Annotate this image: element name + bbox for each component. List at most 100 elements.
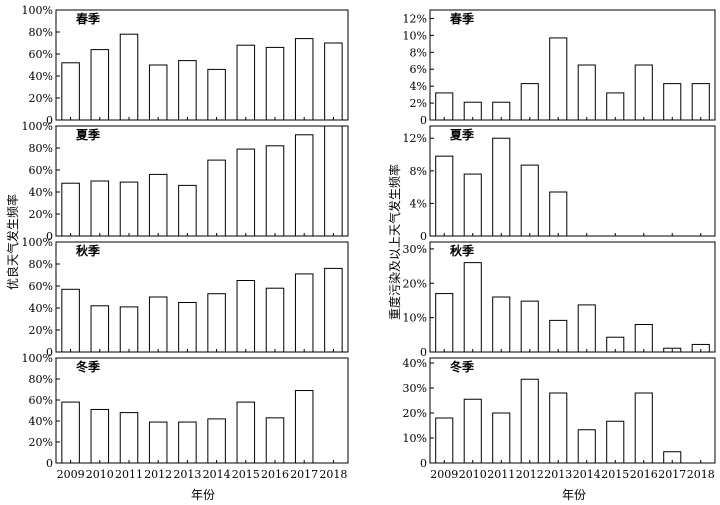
bar-2015 <box>236 401 256 464</box>
y-tick-label: 4% <box>410 80 427 93</box>
panel-right-2: 0 4% 8% 12% 夏季 <box>403 125 716 243</box>
bar-2013 <box>178 60 197 121</box>
y-tick-label: 10% <box>403 432 427 445</box>
y-tick-label: 80% <box>29 142 53 155</box>
bar-2010 <box>90 49 110 121</box>
x-tick-label-right: 2013 <box>544 468 572 481</box>
bar-2017 <box>294 38 314 121</box>
y-tick-label: 40% <box>29 415 53 428</box>
y-tick-label: 0 <box>46 114 53 127</box>
x-tick-label-right: 2009 <box>430 468 458 481</box>
y-tick-label: 8% <box>410 46 427 59</box>
panel-frame <box>429 9 716 121</box>
y-tick-label: 100% <box>22 352 53 365</box>
panel-right-4: 0 10% 20% 30% 40% 冬季 <box>403 357 716 470</box>
x-tick-label-right: 2012 <box>516 468 544 481</box>
x-tick-label-right: 2010 <box>459 468 487 481</box>
bar-2014 <box>577 304 596 353</box>
y-tick-label: 4% <box>410 197 427 210</box>
bar-2012 <box>148 64 168 121</box>
x-tick-label-right: 2018 <box>687 468 715 481</box>
bar-2017 <box>294 134 314 237</box>
bar-2010 <box>463 173 482 237</box>
bar-2012 <box>148 173 168 237</box>
bar-2009 <box>435 92 454 121</box>
bar-2011 <box>119 33 139 121</box>
y-tick-label: 40% <box>403 357 427 370</box>
panel-frame <box>55 357 349 464</box>
bar-2013 <box>549 319 568 353</box>
y-tick-label: 20% <box>29 208 53 221</box>
panel-title: 冬季 <box>76 359 101 374</box>
y-tick-label: 2% <box>410 97 427 110</box>
y-tick-label: 20% <box>29 92 53 105</box>
x-axis-label-right: 年份 <box>562 488 586 502</box>
bar-2009 <box>435 293 454 353</box>
panel-right-3: 0 10% 20% 30% 秋季 <box>403 241 716 359</box>
bar-2017 <box>663 83 682 121</box>
y-tick-label: 0 <box>46 457 53 470</box>
y-axis-label-right: 重度污染及以上天气发生频率 <box>387 164 402 320</box>
x-tick-label-right: 2011 <box>487 468 515 481</box>
bar-2015 <box>236 44 256 121</box>
panel-frame <box>429 125 716 237</box>
bar-2014 <box>207 68 226 121</box>
y-tick-label: 60% <box>29 280 53 293</box>
bar-2010 <box>90 180 110 237</box>
bar-2015 <box>236 280 256 353</box>
y-tick-label: 80% <box>29 26 53 39</box>
bar-2016 <box>265 46 285 121</box>
bar-2018 <box>324 125 343 237</box>
bar-2011 <box>119 306 139 353</box>
y-tick-label: 6% <box>410 63 427 76</box>
y-tick-label: 20% <box>29 436 53 449</box>
x-tick-label-right: 2015 <box>601 468 629 481</box>
panel-title: 春季 <box>75 11 101 26</box>
bar-2010 <box>463 398 482 464</box>
bar-2017 <box>294 273 314 353</box>
x-axis-label-left: 年份 <box>191 488 215 502</box>
y-tick-label: 8% <box>410 165 427 178</box>
y-tick-label: 60% <box>29 394 53 407</box>
bar-2013 <box>178 421 197 464</box>
y-tick-label: 0 <box>420 114 427 127</box>
bar-2012 <box>148 296 168 353</box>
bar-2009 <box>61 288 80 353</box>
x-tick-label-left: 2018 <box>319 468 347 481</box>
y-tick-label: 0 <box>420 230 427 243</box>
bar-2009 <box>435 417 454 464</box>
y-tick-label: 20% <box>29 324 53 337</box>
bar-2013 <box>549 191 568 237</box>
bar-2014 <box>207 293 226 353</box>
bar-2012 <box>520 83 539 121</box>
y-tick-label: 20% <box>403 407 427 420</box>
y-tick-label: 12% <box>403 132 427 145</box>
y-tick-label: 40% <box>29 186 53 199</box>
bar-2015 <box>236 148 256 237</box>
x-tick-label-left: 2014 <box>203 468 231 481</box>
x-tick-label-left: 2011 <box>115 468 143 481</box>
y-tick-label: 10% <box>403 312 427 325</box>
panel-left-2: 0 20% 40% 60% 80% 100% 夏季 <box>22 120 349 243</box>
panel-title: 夏季 <box>76 127 101 142</box>
y-tick-label: 10% <box>403 29 427 42</box>
x-tick-label-right: 2014 <box>573 468 601 481</box>
bar-2009 <box>435 155 454 237</box>
bar-2015 <box>606 420 625 464</box>
bar-2017 <box>294 390 314 464</box>
bar-2011 <box>119 412 139 464</box>
y-tick-label: 80% <box>29 373 53 386</box>
x-tick-label-left: 2016 <box>261 468 289 481</box>
bar-2014 <box>207 159 226 237</box>
y-tick-label: 80% <box>29 258 53 271</box>
panel-frame <box>55 9 349 121</box>
x-tick-label-right: 2016 <box>630 468 658 481</box>
panel-frame <box>429 357 716 464</box>
y-axis-label-left: 优良天气发生频率 <box>5 194 20 290</box>
y-tick-label: 30% <box>403 382 427 395</box>
x-tick-label-left: 2009 <box>57 468 85 481</box>
panel-frame <box>55 241 349 353</box>
bar-2009 <box>61 182 80 237</box>
bar-2016 <box>634 64 653 121</box>
